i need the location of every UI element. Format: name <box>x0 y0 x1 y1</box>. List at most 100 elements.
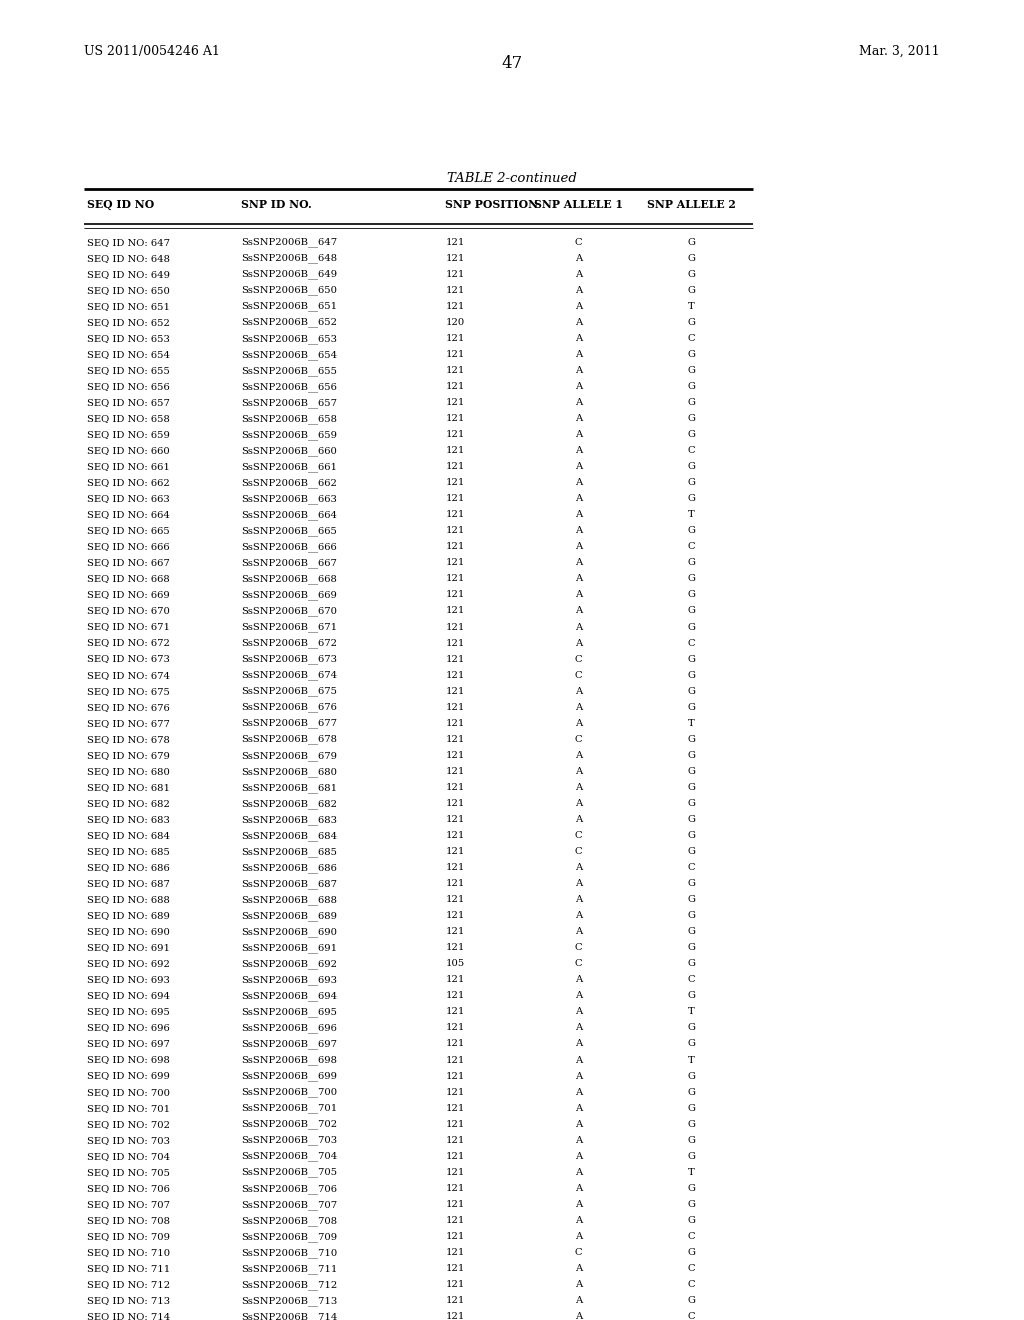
Text: C: C <box>574 847 583 857</box>
Text: SsSNP2006B__675: SsSNP2006B__675 <box>241 686 337 697</box>
Text: G: G <box>687 366 695 375</box>
Text: SEQ ID NO: 674: SEQ ID NO: 674 <box>87 671 170 680</box>
Text: SEQ ID NO: 685: SEQ ID NO: 685 <box>87 847 170 857</box>
Text: G: G <box>687 847 695 857</box>
Text: 121: 121 <box>445 446 465 455</box>
Text: 121: 121 <box>445 366 465 375</box>
Text: 120: 120 <box>445 318 465 327</box>
Text: A: A <box>574 1023 583 1032</box>
Text: SEQ ID NO: 653: SEQ ID NO: 653 <box>87 334 170 343</box>
Text: 121: 121 <box>445 767 465 776</box>
Text: T: T <box>688 1056 694 1064</box>
Text: SsSNP2006B__691: SsSNP2006B__691 <box>241 944 337 953</box>
Text: A: A <box>574 253 583 263</box>
Text: C: C <box>574 832 583 840</box>
Text: 121: 121 <box>445 350 465 359</box>
Text: 47: 47 <box>502 55 522 73</box>
Text: C: C <box>574 960 583 969</box>
Text: G: G <box>687 590 695 599</box>
Text: 121: 121 <box>445 639 465 648</box>
Text: A: A <box>574 1216 583 1225</box>
Text: SEQ ID NO: 713: SEQ ID NO: 713 <box>87 1296 170 1305</box>
Text: SsSNP2006B__673: SsSNP2006B__673 <box>241 655 337 664</box>
Text: G: G <box>687 238 695 247</box>
Text: 121: 121 <box>445 1007 465 1016</box>
Text: SEQ ID NO: 663: SEQ ID NO: 663 <box>87 494 170 503</box>
Text: 121: 121 <box>445 1135 465 1144</box>
Text: SEQ ID NO: 654: SEQ ID NO: 654 <box>87 350 170 359</box>
Text: 121: 121 <box>445 735 465 743</box>
Text: TABLE 2-continued: TABLE 2-continued <box>447 172 577 185</box>
Text: SNP POSITION: SNP POSITION <box>445 199 539 210</box>
Text: SsSNP2006B__653: SsSNP2006B__653 <box>241 334 337 343</box>
Text: C: C <box>574 735 583 743</box>
Text: A: A <box>574 558 583 568</box>
Text: SEQ ID NO: 659: SEQ ID NO: 659 <box>87 430 170 440</box>
Text: SEQ ID NO: 709: SEQ ID NO: 709 <box>87 1232 170 1241</box>
Text: 121: 121 <box>445 1119 465 1129</box>
Text: SsSNP2006B__658: SsSNP2006B__658 <box>241 414 337 424</box>
Text: A: A <box>574 1088 583 1097</box>
Text: 121: 121 <box>445 399 465 407</box>
Text: 121: 121 <box>445 1232 465 1241</box>
Text: G: G <box>687 1200 695 1209</box>
Text: SsSNP2006B__692: SsSNP2006B__692 <box>241 960 337 969</box>
Text: A: A <box>574 511 583 519</box>
Text: 121: 121 <box>445 334 465 343</box>
Text: G: G <box>687 558 695 568</box>
Text: A: A <box>574 1135 583 1144</box>
Text: G: G <box>687 430 695 440</box>
Text: G: G <box>687 1023 695 1032</box>
Text: 121: 121 <box>445 1040 465 1048</box>
Text: A: A <box>574 1265 583 1272</box>
Text: SEQ ID NO: 688: SEQ ID NO: 688 <box>87 895 170 904</box>
Text: A: A <box>574 1280 583 1290</box>
Text: A: A <box>574 430 583 440</box>
Text: A: A <box>574 911 583 920</box>
Text: 121: 121 <box>445 381 465 391</box>
Text: 121: 121 <box>445 1296 465 1305</box>
Text: G: G <box>687 1216 695 1225</box>
Text: 121: 121 <box>445 1184 465 1193</box>
Text: 121: 121 <box>445 285 465 294</box>
Text: A: A <box>574 1168 583 1177</box>
Text: 121: 121 <box>445 911 465 920</box>
Text: 121: 121 <box>445 783 465 792</box>
Text: SsSNP2006B__665: SsSNP2006B__665 <box>241 527 337 536</box>
Text: SsSNP2006B__664: SsSNP2006B__664 <box>241 511 337 520</box>
Text: A: A <box>574 927 583 936</box>
Text: SsSNP2006B__699: SsSNP2006B__699 <box>241 1072 337 1081</box>
Text: 121: 121 <box>445 751 465 760</box>
Text: SEQ ID NO: 690: SEQ ID NO: 690 <box>87 927 170 936</box>
Text: SEQ ID NO: 687: SEQ ID NO: 687 <box>87 879 170 888</box>
Text: SEQ ID NO: 669: SEQ ID NO: 669 <box>87 590 170 599</box>
Text: G: G <box>687 478 695 487</box>
Text: 121: 121 <box>445 558 465 568</box>
Text: A: A <box>574 543 583 552</box>
Text: C: C <box>687 446 695 455</box>
Text: SsSNP2006B__671: SsSNP2006B__671 <box>241 623 337 632</box>
Text: SEQ ID NO: 675: SEQ ID NO: 675 <box>87 686 170 696</box>
Text: SEQ ID NO: SEQ ID NO <box>87 199 155 210</box>
Text: SsSNP2006B__710: SsSNP2006B__710 <box>241 1247 337 1258</box>
Text: SsSNP2006B__659: SsSNP2006B__659 <box>241 430 337 440</box>
Text: C: C <box>687 975 695 985</box>
Text: SEQ ID NO: 710: SEQ ID NO: 710 <box>87 1247 170 1257</box>
Text: 121: 121 <box>445 718 465 727</box>
Text: A: A <box>574 1312 583 1320</box>
Text: 121: 121 <box>445 1200 465 1209</box>
Text: C: C <box>574 944 583 952</box>
Text: SEQ ID NO: 714: SEQ ID NO: 714 <box>87 1312 170 1320</box>
Text: SEQ ID NO: 658: SEQ ID NO: 658 <box>87 414 170 422</box>
Text: 121: 121 <box>445 702 465 711</box>
Text: SEQ ID NO: 689: SEQ ID NO: 689 <box>87 911 170 920</box>
Text: A: A <box>574 639 583 648</box>
Text: 121: 121 <box>445 1056 465 1064</box>
Text: C: C <box>687 639 695 648</box>
Text: G: G <box>687 1040 695 1048</box>
Text: 121: 121 <box>445 671 465 680</box>
Text: A: A <box>574 1200 583 1209</box>
Text: SsSNP2006B__708: SsSNP2006B__708 <box>241 1216 337 1225</box>
Text: A: A <box>574 814 583 824</box>
Text: SEQ ID NO: 649: SEQ ID NO: 649 <box>87 269 170 279</box>
